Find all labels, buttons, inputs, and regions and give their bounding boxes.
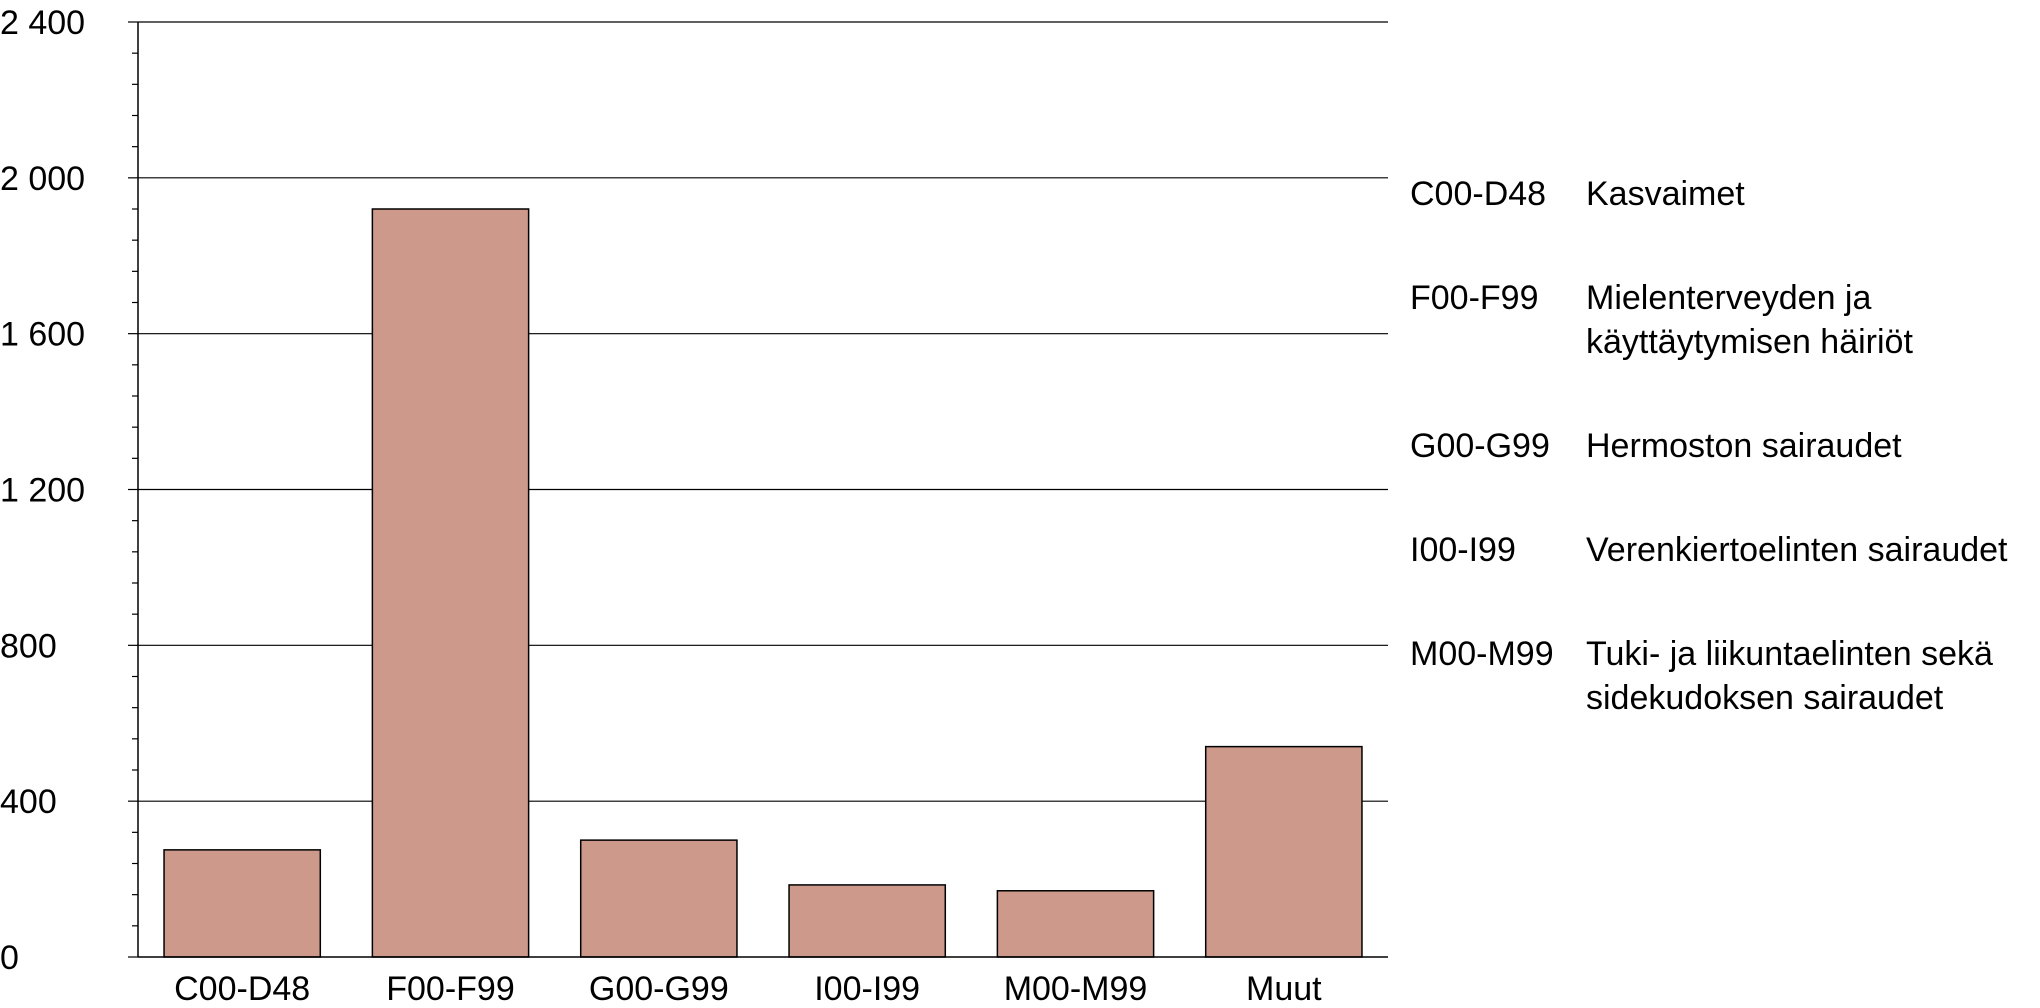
legend-item: F00-F99 Mielenterveyden ja käyttäytymise… bbox=[1410, 276, 2030, 364]
gridlines bbox=[138, 21, 1388, 802]
bar-g00-g99 bbox=[579, 839, 738, 958]
legend-code: C00-D48 bbox=[1410, 175, 1547, 213]
x-tick-label: M00-M99 bbox=[1004, 970, 1148, 1008]
bar-i00-i99 bbox=[788, 884, 947, 958]
legend-item: C00-D48 Kasvaimet bbox=[1410, 172, 2030, 216]
legend-description: Tuki- ja liikuntaelinten sekä sidekudoks… bbox=[1586, 635, 1993, 717]
bar-chart: 0 400 800 1 200 1 600 2 000 2 400 C00-D48 F00-F9… bbox=[0, 4, 1388, 1008]
legend-code: M00-M99 bbox=[1410, 635, 1554, 673]
axes bbox=[128, 21, 1388, 958]
legend-code: G00-G99 bbox=[1410, 427, 1550, 465]
x-tick-label: C00-D48 bbox=[174, 970, 310, 1008]
legend-item: I00-I99 Verenkiertoelinten sairaudet bbox=[1410, 528, 2030, 572]
bar-c00-d48 bbox=[163, 849, 322, 958]
category-legend: C00-D48 Kasvaimet F00-F99 Mielenterveyde… bbox=[1410, 172, 2030, 780]
x-tick-label: Muut bbox=[1246, 970, 1322, 1008]
y-tick-label: 0 bbox=[0, 939, 19, 977]
bar-m00-m99 bbox=[996, 890, 1155, 958]
y-tick-label: 1 200 bbox=[0, 472, 85, 510]
x-tick-label: F00-F99 bbox=[386, 970, 515, 1008]
legend-item: M00-M99 Tuki- ja liikuntaelinten sekä si… bbox=[1410, 632, 2030, 720]
bar-muut bbox=[1204, 745, 1363, 958]
x-tick-label: I00-I99 bbox=[814, 970, 920, 1008]
legend-description: Mielenterveyden ja käyttäytymisen häiriö… bbox=[1586, 279, 1913, 361]
legend-description: Hermoston sairaudet bbox=[1586, 427, 1902, 465]
y-tick-label: 1 600 bbox=[0, 316, 85, 354]
x-tick-label: G00-G99 bbox=[589, 970, 729, 1008]
legend-code: F00-F99 bbox=[1410, 279, 1539, 317]
bars bbox=[163, 208, 1363, 958]
y-tick-label: 2 400 bbox=[0, 4, 85, 42]
tick-labels: 0 400 800 1 200 1 600 2 000 2 400 C00-D48 F00-F9… bbox=[0, 4, 1322, 1008]
y-tick-label: 400 bbox=[0, 783, 57, 821]
legend-code: I00-I99 bbox=[1410, 531, 1516, 569]
y-tick-label: 800 bbox=[0, 627, 57, 665]
y-tick-label: 2 000 bbox=[0, 160, 85, 198]
bar-f00-f99 bbox=[371, 208, 530, 958]
legend-description: Verenkiertoelinten sairaudet bbox=[1586, 531, 2008, 569]
legend-item: G00-G99 Hermoston sairaudet bbox=[1410, 424, 2030, 468]
legend-description: Kasvaimet bbox=[1586, 175, 1745, 213]
